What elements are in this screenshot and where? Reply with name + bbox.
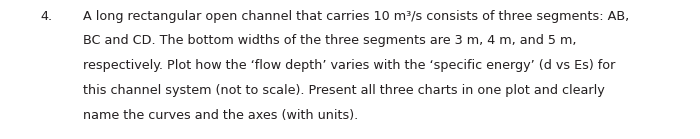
Text: name the curves and the axes (with units).: name the curves and the axes (with units… <box>83 109 358 122</box>
Text: 4.: 4. <box>41 10 52 23</box>
Text: A long rectangular open channel that carries 10 m³/s consists of three segments:: A long rectangular open channel that car… <box>83 10 629 23</box>
Text: respectively. Plot how the ‘flow depth’ varies with the ‘specific energy’ (d vs : respectively. Plot how the ‘flow depth’ … <box>83 59 615 72</box>
Text: this channel system (not to scale). Present all three charts in one plot and cle: this channel system (not to scale). Pres… <box>83 84 604 97</box>
Text: BC and CD. The bottom widths of the three segments are 3 m, 4 m, and 5 m,: BC and CD. The bottom widths of the thre… <box>83 34 576 48</box>
